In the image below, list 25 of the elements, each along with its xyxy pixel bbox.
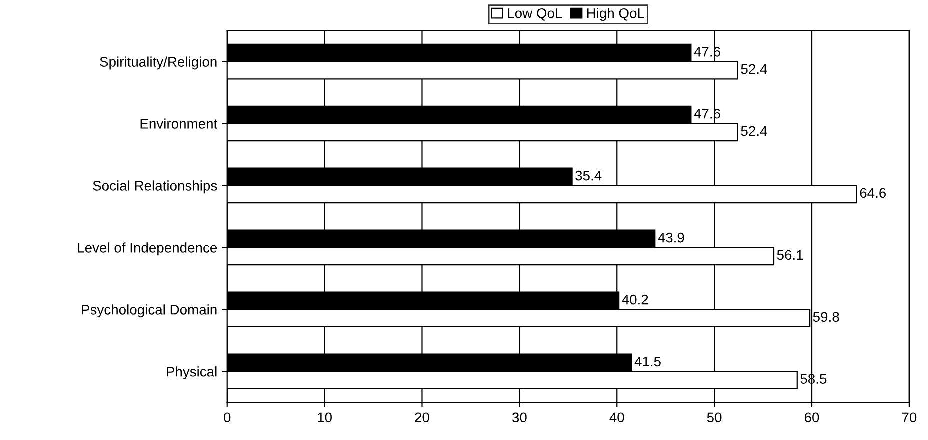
data-label: 52.4 [741, 64, 768, 74]
x-tick-label: 30 [512, 412, 527, 423]
data-label: 40.2 [622, 294, 648, 305]
data-label: 64.6 [860, 188, 886, 198]
data-label: 43.9 [658, 232, 684, 243]
x-tick-label: 70 [902, 412, 917, 423]
x-tick-label: 40 [610, 412, 624, 423]
y-tick-label: Spirituality/Religion [100, 56, 217, 70]
legend-label: High QoL [587, 8, 645, 22]
data-label: 35.4 [576, 170, 602, 181]
x-tick-label: 10 [318, 412, 332, 423]
data-label: 52.4 [741, 126, 768, 136]
y-tick-label: Psychological Domain [82, 304, 217, 318]
y-tick-label: Social Relationships [93, 180, 218, 194]
legend-label: Low QoL [508, 8, 562, 21]
x-tick-label: 0 [224, 412, 231, 423]
y-tick-label: Physical [167, 366, 217, 380]
data-label: 59.8 [813, 312, 840, 322]
x-tick-label: 60 [804, 412, 820, 423]
x-tick-label: 20 [415, 412, 430, 423]
y-tick-label: Environment [140, 118, 218, 129]
x-tick-label: 50 [707, 412, 722, 423]
data-label: 41.5 [634, 356, 661, 367]
data-label: 56.1 [777, 250, 804, 260]
y-tick-label: Level of Independence [78, 242, 218, 256]
